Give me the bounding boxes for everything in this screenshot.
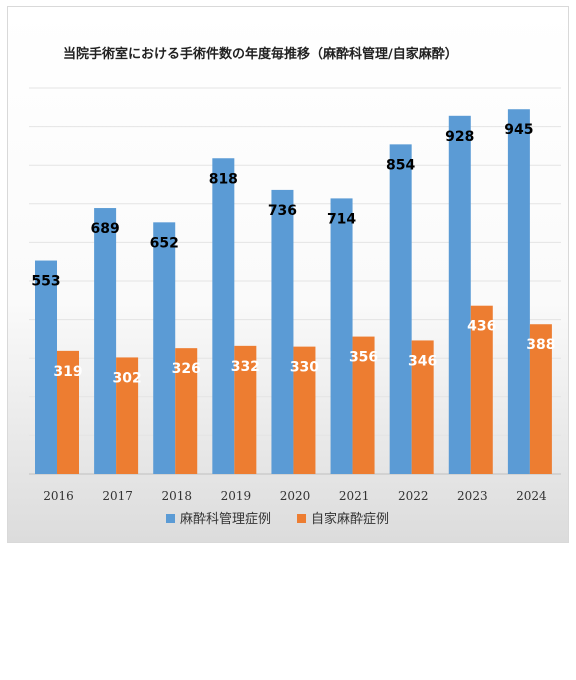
- bar-self-anesthesia: [352, 336, 375, 474]
- bar-anesthesia-managed: [94, 208, 117, 474]
- legend-label: 自家麻酔症例: [311, 511, 389, 527]
- bar-anesthesia-managed: [389, 144, 412, 474]
- data-label-self-anesthesia: 302: [112, 370, 141, 386]
- data-label-anesthesia-managed: 945: [504, 122, 533, 138]
- bar-self-anesthesia: [234, 345, 257, 474]
- legend-swatch: [297, 514, 307, 523]
- bar-anesthesia-managed: [212, 158, 235, 474]
- x-tick-label: 2017: [102, 489, 133, 503]
- data-label-anesthesia-managed: 689: [90, 221, 119, 237]
- bar-self-anesthesia: [293, 346, 316, 474]
- bar-anesthesia-managed: [330, 198, 353, 474]
- bars: 553 319 689 302 652 326 818 332 736 330 714 356 854 3…: [31, 109, 556, 475]
- data-label-self-anesthesia: 436: [467, 319, 496, 335]
- x-tick-labels: 2016 2017 2018 2019 2020 2021 2022 2023 2024: [43, 489, 547, 503]
- data-label-self-anesthesia: 330: [290, 360, 319, 376]
- bar-anesthesia-managed: [448, 115, 471, 475]
- x-tick-label: 2021: [339, 489, 370, 503]
- x-tick-label: 2023: [457, 489, 488, 503]
- legend-swatch: [166, 514, 175, 523]
- data-label-anesthesia-managed: 553: [31, 274, 60, 290]
- data-label-self-anesthesia: 326: [172, 361, 201, 377]
- data-label-anesthesia-managed: 714: [327, 211, 356, 227]
- chart-title: 当院手術室における手術件数の年度毎推移（麻酔科管理/自家麻酔）: [63, 46, 458, 62]
- data-label-anesthesia-managed: 652: [150, 235, 179, 251]
- x-tick-label: 2019: [221, 489, 252, 503]
- data-label-self-anesthesia: 332: [231, 359, 260, 375]
- x-tick-label: 2016: [43, 489, 74, 503]
- bar-anesthesia-managed: [271, 189, 294, 475]
- data-label-anesthesia-managed: 818: [209, 171, 238, 187]
- legend-label: 麻酔科管理症例: [180, 512, 271, 527]
- bar-self-anesthesia: [57, 350, 79, 474]
- bar-chart: 当院手術室における手術件数の年度毎推移（麻酔科管理/自家麻酔） 553 319 68…: [29, 46, 561, 527]
- bar-anesthesia-managed: [153, 222, 176, 474]
- data-label-self-anesthesia: 388: [526, 337, 555, 353]
- bar-anesthesia-managed: [507, 109, 530, 474]
- x-tick-label: 2022: [398, 489, 429, 503]
- data-label-anesthesia-managed: 854: [386, 157, 415, 173]
- bar-self-anesthesia: [411, 340, 434, 474]
- legend: 麻酔科管理症例 自家麻酔症例: [166, 511, 389, 527]
- bar-self-anesthesia: [529, 324, 552, 474]
- data-label-anesthesia-managed: 928: [445, 129, 474, 145]
- data-label-anesthesia-managed: 736: [268, 203, 297, 219]
- data-label-self-anesthesia: 319: [53, 364, 82, 380]
- x-tick-label: 2024: [516, 489, 547, 503]
- x-tick-label: 2020: [280, 489, 311, 503]
- bar-self-anesthesia: [175, 348, 198, 474]
- data-label-self-anesthesia: 346: [408, 353, 437, 369]
- bar-self-anesthesia: [116, 357, 139, 474]
- x-tick-label: 2018: [162, 489, 193, 503]
- bar-anesthesia-managed: [35, 260, 57, 474]
- data-label-self-anesthesia: 356: [349, 350, 378, 366]
- bar-self-anesthesia: [470, 305, 493, 474]
